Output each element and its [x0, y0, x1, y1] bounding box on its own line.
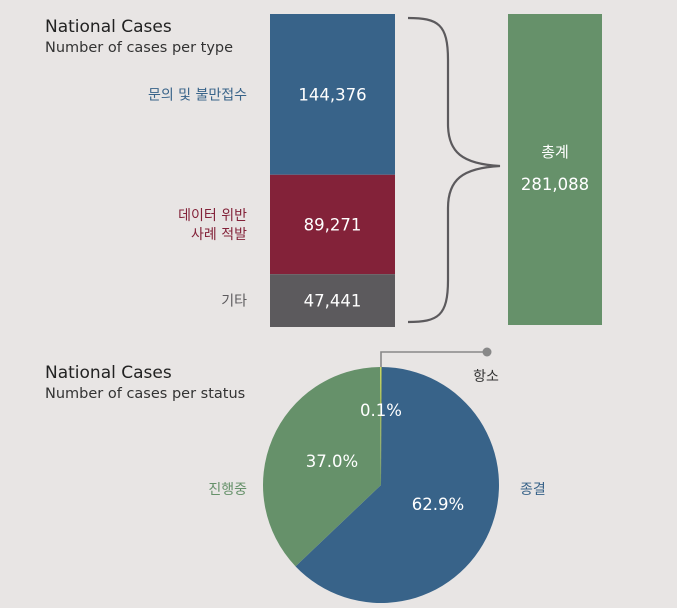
bar-value-label-0: 144,376 [298, 85, 366, 104]
callout-line [380, 351, 487, 367]
bar-category-label-2: 기타 [221, 294, 247, 310]
curly-brace [407, 16, 501, 324]
pie-category-label-2: 항소 [473, 369, 499, 385]
bar-category-label-1: 데이터 위반 사례 적발 [178, 208, 247, 243]
bar-category-label-0: 문의 및 불만접수 [148, 87, 247, 103]
pie-chart: 62.9% 종결 37.0% 진행중 0.1% 항소 [208, 347, 546, 603]
pie-slice-1 [262, 367, 381, 567]
pie-value-label-2: 0.1% [360, 401, 402, 420]
bar-chart-title: National Cases [45, 17, 172, 37]
pie-slice-2 [380, 367, 382, 485]
total-label: 총계 [541, 143, 569, 161]
total-value-label: 281,088 [521, 175, 589, 194]
total-bar-rect [508, 14, 602, 325]
pie-category-label-1: 진행중 [208, 482, 247, 498]
pie-slice-0 [295, 367, 499, 603]
callout-dot [482, 347, 492, 357]
bar-value-label-1: 89,271 [304, 215, 362, 234]
bar-segment-1 [270, 174, 395, 275]
bar-segment-2 [270, 274, 395, 327]
pie-chart-subtitle: Number of cases per status [45, 386, 246, 402]
pie-value-label-0: 62.9% [412, 495, 464, 514]
bar-segment-0 [270, 14, 395, 175]
pie-chart-title: National Cases [45, 363, 172, 383]
stacked-bar-chart: 144,376 문의 및 불만접수 89,271 데이터 위반 사례 적발 47,441 기… [148, 14, 395, 327]
pie-value-label-1: 37.0% [306, 452, 358, 471]
pie-category-label-0: 종결 [520, 482, 546, 498]
bar-value-label-2: 47,441 [304, 292, 362, 311]
total-bar: 총계 281,088 [508, 14, 602, 325]
bar-chart-subtitle: Number of cases per type [45, 40, 234, 56]
